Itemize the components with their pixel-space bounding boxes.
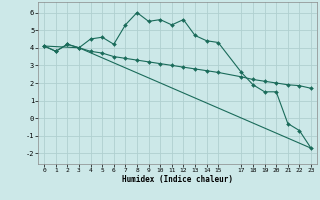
X-axis label: Humidex (Indice chaleur): Humidex (Indice chaleur) xyxy=(122,175,233,184)
